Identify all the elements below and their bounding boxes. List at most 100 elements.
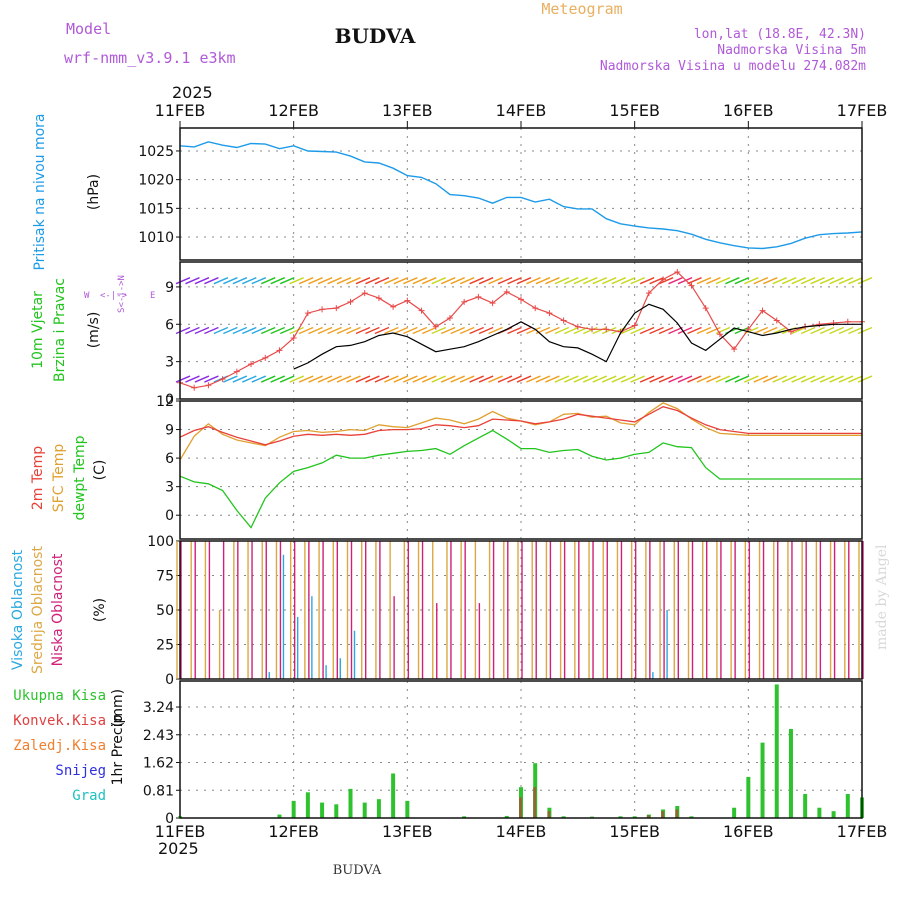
wind-barb xyxy=(857,326,873,335)
wind-barb xyxy=(223,375,238,383)
wind-barb xyxy=(213,326,229,335)
wind-barb xyxy=(450,375,465,383)
station-title: BUDVA xyxy=(335,24,416,48)
precip-bar-total xyxy=(803,794,808,818)
wind-barb xyxy=(810,277,825,285)
wind-tick-label: 3 xyxy=(165,355,174,371)
wind-barb xyxy=(800,277,816,285)
wind-barb xyxy=(232,326,248,335)
precip-tick-label: 2.43 xyxy=(143,728,174,744)
wind-barb xyxy=(289,277,304,285)
wind-barb xyxy=(829,375,844,383)
wind-barb xyxy=(213,277,229,285)
wind-barb xyxy=(706,277,721,285)
wind-barb xyxy=(696,375,712,383)
wind-tick-label: 9 xyxy=(165,280,174,296)
wind-barb xyxy=(791,326,806,335)
wind-speed-marker xyxy=(816,321,823,328)
pressure-title: Pritisak na nivou mora xyxy=(32,113,48,270)
wind-barb xyxy=(535,375,551,383)
wind-barb xyxy=(838,326,854,335)
precip-bar-total xyxy=(561,816,566,818)
wind-barb xyxy=(412,277,428,285)
wind-barb xyxy=(478,277,494,285)
wind-barb xyxy=(668,375,683,383)
compass-west: W xyxy=(84,291,90,301)
wind-barb xyxy=(706,326,721,335)
wind-barb xyxy=(753,277,769,285)
precip-title: 1hr Precip xyxy=(110,715,126,786)
x-axis-label-bottom: 17FEB xyxy=(837,822,888,841)
wind-speed-marker xyxy=(688,282,695,289)
wind-barb xyxy=(516,375,532,383)
wind-unit: (m/s) xyxy=(86,312,102,349)
wind-barb xyxy=(706,375,721,383)
wind-barb xyxy=(829,277,844,285)
wind-barb xyxy=(355,375,371,383)
wind-barb xyxy=(592,326,608,335)
wind-barb xyxy=(696,277,712,285)
legend-convective: Konvek.Kisa xyxy=(13,713,106,729)
wind-speed-marker xyxy=(589,326,596,333)
wind-barb xyxy=(488,375,503,383)
wind-speed-marker xyxy=(532,305,539,312)
wind-barb xyxy=(374,375,390,383)
wind-barb xyxy=(298,326,314,335)
temp-tick-label: 6 xyxy=(165,451,174,467)
wind-barb xyxy=(403,277,418,285)
wind-barb xyxy=(620,326,636,335)
wind-barb xyxy=(431,326,447,335)
wind-speed-marker xyxy=(390,303,397,310)
cloud-tick-label: 0 xyxy=(165,672,174,688)
wind-barb xyxy=(279,277,295,285)
wind-barb xyxy=(251,326,267,335)
wind-barb xyxy=(630,326,645,335)
wind-barb xyxy=(687,326,702,335)
wind-barb xyxy=(848,326,863,335)
temp-title: 2m Temp xyxy=(30,446,46,510)
wind-barb xyxy=(289,326,304,335)
precip-bar-total xyxy=(845,794,850,818)
wind-barb xyxy=(763,375,778,383)
wind-barb xyxy=(336,277,352,285)
precip-tick-label: 0.81 xyxy=(143,783,174,799)
wind-barb xyxy=(564,326,579,335)
wind-barb xyxy=(308,326,323,335)
wind-barb xyxy=(403,375,418,383)
compass-vertical: S<-|->N xyxy=(117,275,127,313)
wind-speed-marker xyxy=(503,288,510,295)
x-axis-label-bottom: 14FEB xyxy=(496,822,547,841)
wind-barb xyxy=(848,375,863,383)
wind-tick-label: 0 xyxy=(165,392,174,408)
precip-bar-total xyxy=(504,815,509,818)
x-axis-label-top: 15FEB xyxy=(609,101,660,120)
wind-barb xyxy=(440,375,456,383)
wind-barb xyxy=(829,326,844,335)
wind-barb xyxy=(857,277,873,285)
wind-barb xyxy=(819,277,835,285)
wind-barb xyxy=(384,277,399,285)
wind-barb xyxy=(507,326,522,335)
precip-bar-total xyxy=(788,728,793,818)
cloud-unit: (%) xyxy=(92,598,108,622)
wind-barb xyxy=(573,277,589,285)
wind-speed-marker xyxy=(304,310,311,317)
wind-barb xyxy=(204,375,219,383)
wind-barb xyxy=(753,375,769,383)
wind-speed-marker xyxy=(347,298,354,305)
precip-bar-total xyxy=(305,792,310,818)
precip-bar-total xyxy=(376,799,381,818)
precip-legend: Ukupna Kisa Konvek.Kisa Zaledj.Kisa Snij… xyxy=(13,688,106,804)
pressure-unit: (hPa) xyxy=(86,174,102,210)
panel-border xyxy=(179,400,863,540)
wind-barb xyxy=(800,375,816,383)
wind-barb xyxy=(175,375,191,383)
wind-barb xyxy=(763,277,778,285)
wind-barb xyxy=(649,277,664,285)
wind-speed-marker xyxy=(404,297,411,304)
wind-barb xyxy=(772,375,788,383)
cloud-tick-label: 25 xyxy=(156,638,174,654)
x-axis-label-top: 11FEB xyxy=(155,101,206,120)
x-axis-label-bottom: 13FEB xyxy=(382,822,433,841)
low-cloud-title: Niska Oblacnost xyxy=(50,553,66,666)
